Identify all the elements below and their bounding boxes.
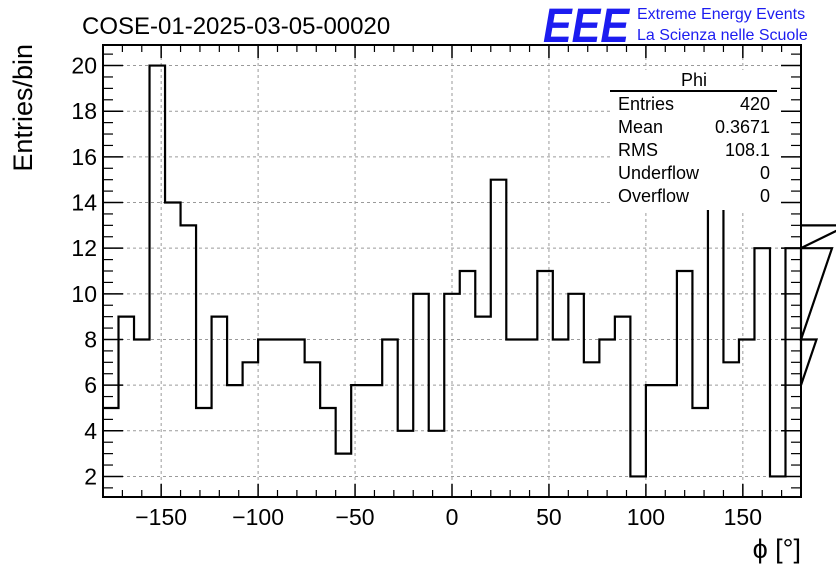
histogram-bin <box>630 476 646 497</box>
stats-row-value: 0.3671 <box>715 117 770 137</box>
histogram-bin <box>398 431 414 497</box>
eee-logo: EEE Extreme Energy Events La Scienza nel… <box>543 0 808 53</box>
histogram-bin <box>646 385 662 497</box>
histogram-bin <box>692 408 708 497</box>
stats-row-value: 0 <box>760 163 770 183</box>
y-tick-label: 4 <box>84 418 97 444</box>
histogram-bin <box>584 362 600 497</box>
histogram-bin <box>429 431 445 497</box>
histogram-bin <box>723 362 739 497</box>
histogram-bin <box>475 317 491 497</box>
x-tick-label: 100 <box>627 504 665 530</box>
histogram-bin <box>382 339 398 497</box>
y-tick-label: 8 <box>84 326 97 352</box>
histogram-bin <box>537 271 553 497</box>
x-tick-label: 150 <box>724 504 762 530</box>
histogram-bin <box>320 408 336 497</box>
chart-title: COSE-01-2025-03-05-00020 <box>82 13 390 40</box>
logo-line-2: La Scienza nelle Scuole <box>637 27 808 44</box>
y-tick-label: 10 <box>71 281 97 307</box>
histogram-outline <box>103 64 836 478</box>
histogram-bin <box>367 385 383 497</box>
histogram-bin <box>615 317 631 497</box>
histogram-bin <box>599 339 615 497</box>
logo-mark: EEE <box>543 0 631 53</box>
stats-box-title: Phi <box>681 70 707 90</box>
stats-row-value: 108.1 <box>725 140 770 160</box>
histogram-bin <box>506 339 522 497</box>
x-tick-labels: −150 −100 −50 0 50 100 150 <box>135 504 762 530</box>
histogram-bin <box>243 362 259 497</box>
stats-row-label: RMS <box>618 140 658 160</box>
histogram-bin <box>181 225 197 497</box>
histogram-bin <box>754 248 770 497</box>
histogram-bin <box>103 408 119 497</box>
stats-rows: Entries 420 Mean 0.3671 RMS 108.1 Underflow 0 Ov… <box>618 94 770 206</box>
histogram-bin <box>119 317 135 497</box>
stats-row-label: Overflow <box>618 186 690 206</box>
histogram-bin <box>413 294 429 497</box>
histogram-bin <box>351 385 367 497</box>
histogram-bin <box>212 317 228 497</box>
histogram-bin <box>460 271 476 497</box>
histogram-bin <box>274 339 290 497</box>
stats-box: Phi Entries 420 Mean 0.3671 RMS 108.1 Underflo… <box>610 70 778 210</box>
stats-row-value: 420 <box>740 94 770 114</box>
logo-line-1: Extreme Energy Events <box>637 6 805 23</box>
histogram-bin <box>227 385 243 497</box>
stats-row-label: Mean <box>618 117 663 137</box>
histogram-bin <box>677 271 693 497</box>
y-axis-title: Entries/bin <box>8 44 38 172</box>
y-tick-label: 16 <box>71 144 97 170</box>
histogram-bin <box>770 476 786 497</box>
histogram-bin <box>491 180 507 497</box>
y-tick-label: 12 <box>71 235 97 261</box>
x-tick-label: −100 <box>232 504 284 530</box>
x-tick-label: −150 <box>135 504 187 530</box>
x-tick-label: 0 <box>446 504 459 530</box>
y-tick-label: 2 <box>84 463 97 489</box>
x-tick-label: 50 <box>536 504 562 530</box>
histogram-bin <box>196 408 212 497</box>
stats-row-label: Underflow <box>618 163 700 183</box>
y-tick-label: 20 <box>71 53 97 79</box>
histogram-bin <box>258 339 274 497</box>
histogram-bin <box>785 248 801 497</box>
y-tick-labels: 2 4 6 8 10 12 14 16 18 20 <box>71 53 97 490</box>
axis-ticks <box>102 45 802 497</box>
x-tick-label: −50 <box>336 504 375 530</box>
y-tick-label: 6 <box>84 372 97 398</box>
histogram-bin <box>165 203 181 497</box>
histogram-bin <box>522 339 538 497</box>
histogram-bin <box>444 294 460 497</box>
histogram-bin <box>150 66 166 497</box>
stats-box-background <box>610 70 778 210</box>
histogram-bin <box>553 339 569 497</box>
histogram-bin <box>661 385 677 497</box>
histogram-bin <box>708 180 724 497</box>
histogram-bin <box>739 339 755 497</box>
histogram-bin <box>568 294 584 497</box>
x-axis-title: ϕ [°] <box>753 534 801 564</box>
stats-row-value: 0 <box>760 186 770 206</box>
histogram-bin <box>289 339 305 497</box>
histogram-bins <box>103 64 836 497</box>
y-tick-label: 14 <box>71 190 97 216</box>
histogram-bin <box>305 362 321 497</box>
stats-row-label: Entries <box>618 94 674 114</box>
y-tick-label: 18 <box>71 98 97 124</box>
histogram-bin <box>336 454 352 497</box>
histogram-bin <box>134 339 150 497</box>
